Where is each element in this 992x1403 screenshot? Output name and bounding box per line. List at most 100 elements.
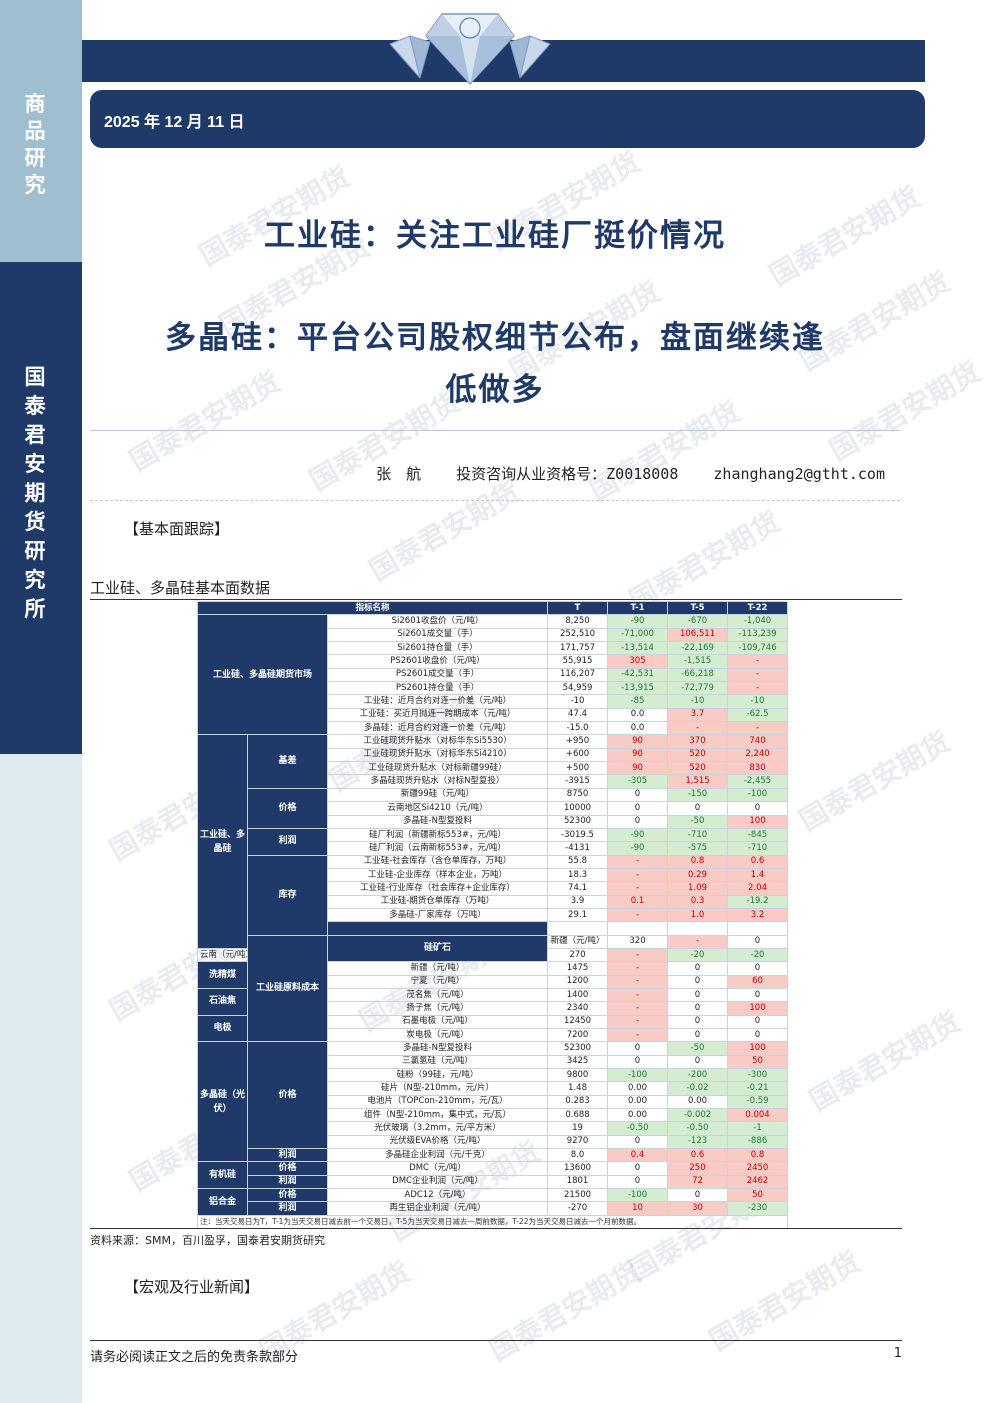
value-t5: 72 [667, 1174, 729, 1190]
value-t5: 520 [667, 747, 729, 763]
value-t5: -1,515 [667, 654, 729, 669]
value-t22: 2,240 [727, 747, 789, 763]
indicator-name: 工业硅现货升贴水（对标新疆99硅） [326, 761, 549, 776]
table-row: PS2601成交量（手） 116,207 -42,531 -66,218- [198, 667, 789, 683]
value-t1: 0 [607, 814, 669, 829]
value-t5: 0.8 [667, 854, 729, 869]
sidebar-org-char: 所 [24, 596, 46, 621]
value-t5: 0 [667, 1054, 729, 1070]
sidebar-section-char: 品 [24, 118, 46, 143]
indicator-name: 电池片（TOPCon-210mm，元/瓦） [326, 1094, 549, 1110]
value-t22: 0 [727, 1014, 789, 1030]
table-row: 工业硅-企业库存（样本企业，万吨） 18.3-0.29 1.4 [198, 867, 789, 883]
value-t: 3.9 [547, 894, 609, 909]
table-row: Si2601持仓量（手） 171,757 -13,514 -22,169 -109,74… [198, 641, 789, 656]
value-t22: -230 [727, 1201, 789, 1216]
table-row: 利润 硅厂利润（新疆新标553#，元/吨） -3019.5 -90 -710 -845 [198, 827, 789, 856]
indicator-name: 再生铝企业利润（元/吨） [326, 1201, 549, 1216]
value-t: 55,915 [547, 654, 609, 669]
value-t22: 50 [727, 1188, 789, 1203]
row-category: 有机硅 [197, 1161, 248, 1190]
title-silicon: 工业硅：关注工业硅厂挺价情况 [264, 218, 726, 254]
table-top-rule [90, 599, 902, 600]
table-row: 利润 再生铝企业利润（元/吨） -270 10 30 -230 [198, 1201, 789, 1216]
date-banner: 2025 年 12 月 11 日 [90, 90, 925, 148]
value-t5: -0.50 [667, 1121, 729, 1136]
indicator-name: 工业硅-社会库存（含仓单库存，万吨） [326, 854, 549, 869]
value-t1: - [607, 867, 669, 883]
value-t5: -0.02 [667, 1081, 729, 1096]
table-row: 工业硅、多晶硅 基差 工业硅现货升贴水（对标华东Si5530） +950 90 370 74… [197, 734, 789, 949]
sidebar-org-char: 泰 [24, 393, 46, 418]
footer-rule [90, 1340, 902, 1341]
value-t: 8750 [547, 787, 609, 803]
value-t5: 0 [667, 974, 729, 989]
indicator-name: 工业硅：近月合约对连一价差（元/吨） [326, 694, 549, 709]
value-t1: - [607, 907, 669, 923]
table-bottom-rule [90, 1228, 902, 1229]
col-header-t5: T-5 [667, 600, 729, 616]
indicator-name: Si2601持仓量（手） [326, 641, 549, 656]
indicator-name: 光伏玻璃（3.2mm，元/平方米） [326, 1121, 549, 1136]
watermark-text: 国泰君安期货 [363, 475, 526, 588]
indicator-name: 新疆（元/吨） [547, 934, 609, 949]
dashed-divider [90, 500, 900, 501]
value-t22: -1,040 [727, 614, 789, 629]
value-t5: -22,169 [667, 641, 729, 656]
value-t5: -123 [667, 1134, 729, 1150]
value-t1: -85 [607, 694, 669, 709]
indicator-name: 工业硅-企业库存（样本企业，万吨） [326, 867, 549, 883]
row-subcategory: 洗精煤 [197, 961, 248, 989]
value-t5: -150 [667, 787, 729, 803]
indicator-name: 新疆99硅（元/吨） [326, 787, 549, 803]
value-t5: 0 [667, 1188, 729, 1203]
row-subcategory: 电极 [197, 1014, 248, 1043]
value-t1: - [607, 854, 669, 869]
indicator-name: 茂名焦（元/吨） [326, 987, 549, 1003]
value-t1: - [667, 934, 729, 949]
value-t1: -42,531 [607, 667, 669, 683]
indicator-name: DMC（元/吨） [326, 1161, 549, 1176]
value-t: -270 [547, 1201, 609, 1216]
indicator-name: 硅厂利润（新疆新标553#，元/吨） [326, 827, 549, 843]
col-header-t1: T-1 [607, 600, 669, 616]
table-row: 工业硅现货升贴水（对标华东Si4210） +600 90 520 2,240 [198, 747, 789, 763]
value-t1: 0.0 [607, 707, 669, 723]
value-t5: 30 [667, 1201, 729, 1216]
value-t5: -50 [667, 1041, 729, 1056]
value-t5 [727, 921, 789, 936]
watermark-text: 国泰君安期货 [483, 1255, 646, 1368]
table-note: 注：当天交易日为T，T-1为当天交易日减去前一个交易日，T-5为当天交易日减去一… [196, 1214, 789, 1230]
value-t1: - [607, 961, 669, 976]
value-t5: -66,218 [667, 667, 729, 683]
value-t: 13600 [547, 1161, 609, 1176]
col-header-name: 指标名称 [196, 600, 549, 616]
author-email[interactable]: zhanghang2@gtht.com [713, 465, 885, 483]
value-t5: 0.3 [667, 894, 729, 909]
table-title: 工业硅、多晶硅基本面数据 [90, 579, 271, 597]
indicator-name: 硅厂利润（云南新标553#，元/吨） [326, 841, 549, 856]
indicator-name: 硅片（N型-210mm，元/片） [326, 1081, 549, 1096]
value-t: 8,250 [547, 614, 609, 629]
value-t22: -10 [727, 694, 789, 709]
table-row: 光伏玻璃（3.2mm，元/平方米） 19 -0.50 -0.50 -1 [198, 1121, 789, 1136]
value-t: 52300 [547, 814, 609, 829]
title-polysilicon: 多晶硅：平台公司股权细节公布，盘面继续逢 低做多 [90, 312, 900, 416]
value-t: 1400 [547, 987, 609, 1003]
row-subcategory: 价格 [247, 1041, 328, 1150]
divider [90, 430, 900, 431]
value-t1: 0.00 [607, 1108, 669, 1123]
value-t1: -90 [607, 614, 669, 629]
value-t1: 0.00 [607, 1094, 669, 1110]
row-subcategory: 利润 [247, 827, 328, 856]
col-header-t22: T-22 [727, 600, 789, 616]
indicator-name: 多晶硅-N型复投料 [326, 1041, 549, 1056]
value-t [607, 921, 669, 936]
value-t1: - [607, 974, 669, 989]
table-header-row: 指标名称 T T-1 T-5 T-22 [196, 600, 789, 616]
sidebar-org-char: 究 [24, 567, 46, 592]
value-t1: -90 [607, 827, 669, 843]
value-t5: -670 [667, 614, 729, 629]
value-t1: 0 [607, 1134, 669, 1150]
section-heading-news: 【宏观及行业新闻】 [124, 1278, 260, 1296]
